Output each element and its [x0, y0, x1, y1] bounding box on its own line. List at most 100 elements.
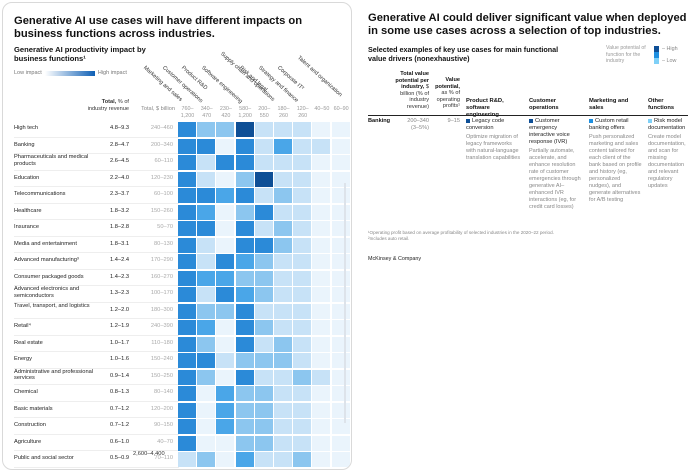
heatmap-cell: [312, 303, 331, 319]
column-range: 180–260: [277, 106, 290, 119]
heatmap-cell: [274, 303, 292, 319]
th-function-3: Marketing and sales: [589, 98, 629, 111]
heatmap-cell: [293, 435, 312, 451]
heatmap-cell: [254, 303, 273, 319]
heatmap-cell: [254, 419, 273, 434]
heatmap-cell: [178, 287, 196, 302]
row-total-bn: 110–180: [151, 339, 173, 346]
table-header-rule: [368, 115, 688, 116]
heatmap-cell: [254, 369, 273, 385]
legend-low-label: Low impact: [14, 70, 42, 76]
heatmap-cell: [178, 402, 196, 418]
column-range: 40–50: [314, 106, 330, 112]
heatmap-cell: [235, 320, 254, 335]
heatmap-cell: [293, 320, 312, 335]
heatmap-cell: [197, 122, 216, 137]
heatmap-cell: [235, 270, 254, 286]
heatmap-cell: [293, 254, 312, 269]
heatmap-cell: [216, 270, 235, 286]
heatmap-cell: [293, 386, 312, 401]
header-total-pct-bold: Total,: [101, 99, 117, 105]
row-divider: [14, 301, 179, 303]
th-value-potential: Value potential, as % of operating profi…: [434, 77, 460, 110]
heatmap-cell: [274, 270, 292, 286]
row-total-pct: 1.3–2.3: [110, 290, 129, 296]
heatmap-cell: [293, 221, 312, 236]
row-divider: [14, 285, 179, 286]
heatmap-cell: [235, 369, 254, 385]
value-legend-text: Value potential of function for the indu…: [606, 45, 646, 64]
heatmap-cell: [312, 171, 331, 187]
heatmap-cell: [274, 419, 292, 434]
heatmap-cell: [197, 435, 216, 451]
heatmap-cell: [312, 369, 331, 385]
heatmap-cell: [331, 188, 350, 203]
heatmap-cell: [216, 336, 235, 352]
use-case-1: Legacy code conversion: [466, 118, 521, 132]
row-total-pct: 2.6–4.5: [110, 158, 129, 164]
scrollbar[interactable]: [344, 183, 346, 423]
heatmap-cell: [178, 353, 196, 368]
heatmap-cell: [293, 188, 312, 203]
right-subtitle: Selected examples of key use cases for m…: [368, 45, 559, 63]
row-total-pct: 1.4–2.3: [110, 273, 129, 280]
row-divider: [14, 219, 179, 220]
row-total-pct: 4.8–9.3: [110, 125, 129, 131]
legend-swatch-low: [654, 58, 659, 64]
heatmap-cell: [331, 138, 350, 154]
row-total-bn: 80–140: [154, 389, 173, 395]
row-industry-label: Telecommunications: [14, 191, 66, 197]
heatmap-cell: [312, 138, 331, 154]
heatmap-cell: [235, 171, 254, 187]
heatmap-cell: [197, 452, 216, 467]
heatmap-cell: [216, 402, 235, 418]
heatmap-cell: [216, 435, 235, 451]
heatmap-cell: [178, 336, 196, 352]
th-total-value: Total value potential per industry, $ bi…: [390, 71, 429, 110]
heatmap-cell: [178, 369, 196, 385]
row-total-bn: 150–240: [150, 356, 173, 362]
row-total-pct: 0.8–1.3: [110, 389, 129, 395]
heatmap-cell: [331, 336, 350, 352]
heatmap-cell: [254, 155, 273, 170]
heatmap-cell: [312, 336, 331, 352]
row-industry-label: Public and social sector: [14, 455, 74, 461]
value-level-high-icon: [529, 118, 533, 123]
heatmap-cell: [293, 237, 312, 253]
row-total-pct: 0.5–0.9: [110, 455, 129, 461]
heatmap-cell: [331, 155, 350, 170]
heatmap-cell: [331, 204, 350, 220]
row-industry-label: Real estate: [14, 339, 43, 346]
heatmap-cell: [274, 204, 292, 220]
heatmap-cell: [274, 237, 292, 253]
row-value-potential: 9–15: [447, 118, 460, 124]
footnotes: ¹Operating profit based on average profi…: [368, 230, 628, 241]
grand-total: 2,600–4,400: [133, 451, 165, 457]
heatmap-cell: [254, 402, 273, 418]
heatmap-cell: [293, 155, 312, 170]
heatmap-cell: [178, 237, 196, 253]
heatmap-cell: [274, 287, 292, 302]
heatmap-cell: [197, 237, 216, 253]
heatmap-cell: [235, 303, 254, 319]
heatmap-cell: [178, 320, 196, 335]
heatmap-cell: [178, 155, 196, 170]
row-divider: [14, 169, 179, 171]
heatmap-subtitle: Generative AI productivity impact by bus…: [14, 45, 146, 63]
row-total-pct: 1.0–1.6: [110, 356, 129, 362]
row-divider: [14, 417, 179, 418]
heatmap-cell: [254, 221, 273, 236]
heatmap-cell: [216, 320, 235, 335]
use-case-3-desc: Push personalized marketing and sales co…: [589, 134, 642, 203]
row-industry-label: Advanced electronics and semiconductors: [14, 286, 80, 299]
heatmap-cell: [293, 452, 312, 467]
heatmap-cell: [293, 287, 312, 302]
heatmap-cell: [216, 386, 235, 401]
row-total-pct: 1.2–2.0: [110, 306, 129, 313]
impact-heatmap-card: Generative AI use cases will have differ…: [2, 2, 352, 470]
heatmap-cell: [293, 204, 312, 220]
brand-label: McKinsey & Company: [368, 256, 422, 262]
row-total-pct: 0.6–1.0: [110, 438, 129, 445]
heatmap-cell: [312, 155, 331, 170]
heatmap-cell: [331, 386, 350, 401]
